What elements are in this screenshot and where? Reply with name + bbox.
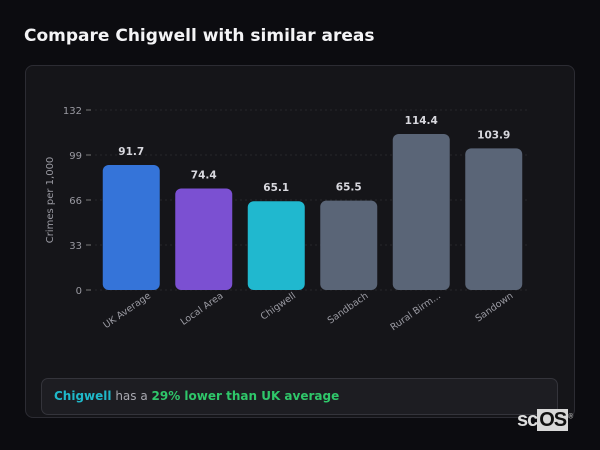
bar-value-label: 65.5 [336,182,362,194]
page-title: Compare Chigwell with similar areas [24,26,375,46]
bar-value-label: 65.1 [263,182,289,194]
y-tick-label: 132 [63,106,82,117]
bar-value-label: 103.9 [477,129,510,141]
summary-connector: has a [111,389,152,403]
bar [320,200,378,290]
x-tick-label: Local Area [179,290,226,327]
x-tick-label: Sandbach [326,290,371,326]
x-tick-label: UK Average [101,290,153,331]
bar [465,148,523,290]
bar [392,134,450,290]
bar [175,188,233,290]
summary-highlight: 29% lower than UK average [151,389,340,403]
scos-logo: sc OS ® [517,409,573,431]
x-tick-label: Sandown [474,290,516,324]
bar [247,201,305,290]
bar [102,164,160,290]
y-tick-label: 33 [69,241,82,252]
bar-value-label: 91.7 [118,146,144,158]
x-tick-label: Rural Birm... [388,290,442,333]
bar-value-label: 114.4 [405,115,438,127]
x-tick-label: Chigwell [259,290,298,322]
y-axis-label: Crimes per 1,000 [45,157,56,244]
bar-value-label: 74.4 [191,170,217,182]
comparison-summary: Chigwell has a 29% lower than UK average [41,378,558,415]
y-tick-label: 99 [69,151,82,162]
area-name: Chigwell [54,389,112,403]
y-tick-label: 0 [76,286,82,297]
y-tick-label: 66 [69,196,82,207]
